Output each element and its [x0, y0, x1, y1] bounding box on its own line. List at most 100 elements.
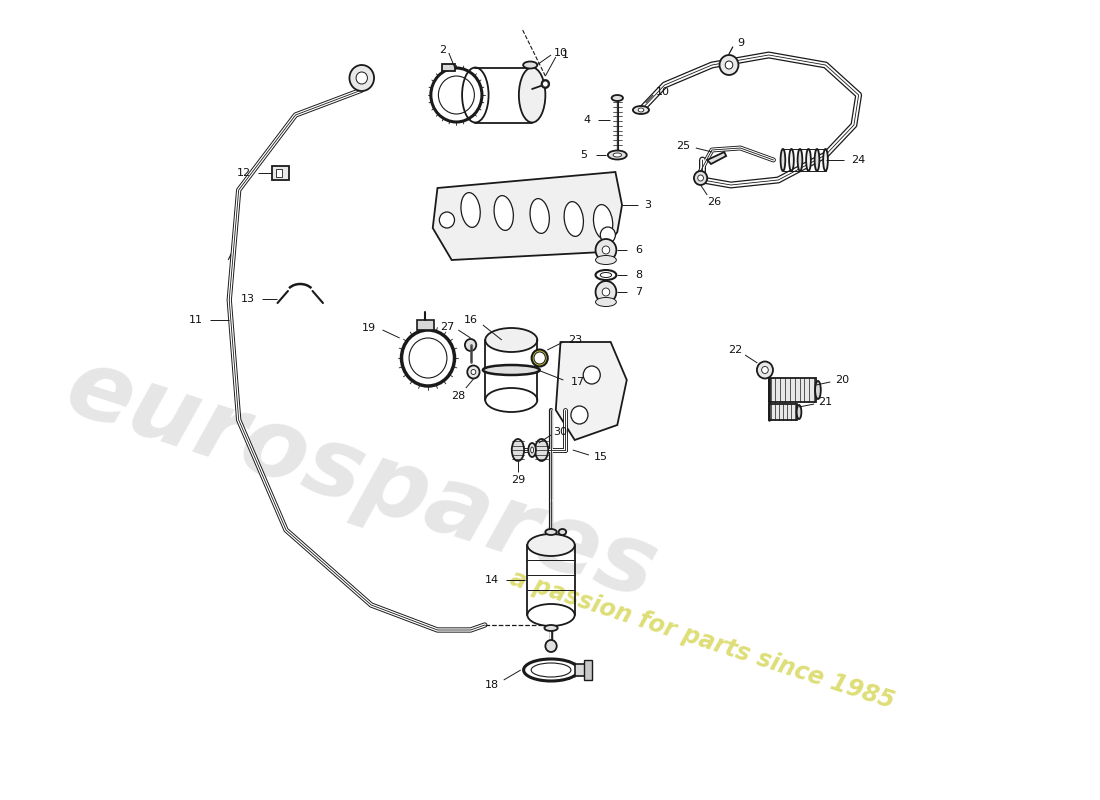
- Circle shape: [719, 55, 738, 75]
- Ellipse shape: [806, 149, 811, 171]
- Circle shape: [542, 81, 548, 87]
- Ellipse shape: [595, 239, 616, 261]
- Circle shape: [546, 640, 557, 652]
- Bar: [584, 660, 592, 680]
- Text: 24: 24: [851, 155, 866, 165]
- Text: 7: 7: [636, 287, 642, 297]
- Ellipse shape: [595, 255, 616, 265]
- Ellipse shape: [595, 298, 616, 306]
- Text: 25: 25: [676, 141, 691, 151]
- Ellipse shape: [483, 365, 540, 375]
- Circle shape: [534, 352, 546, 364]
- Ellipse shape: [798, 149, 802, 171]
- Circle shape: [571, 406, 588, 424]
- Circle shape: [583, 366, 601, 384]
- Ellipse shape: [789, 149, 794, 171]
- Ellipse shape: [524, 62, 537, 69]
- Text: eurospares: eurospares: [55, 341, 669, 619]
- Ellipse shape: [546, 529, 557, 535]
- Ellipse shape: [461, 193, 481, 227]
- Ellipse shape: [544, 625, 558, 631]
- Text: 14: 14: [485, 575, 499, 585]
- Ellipse shape: [612, 95, 623, 101]
- Ellipse shape: [593, 205, 613, 239]
- Ellipse shape: [815, 149, 820, 171]
- Text: 30: 30: [553, 427, 568, 437]
- Ellipse shape: [823, 149, 828, 171]
- Text: 5: 5: [581, 150, 587, 160]
- Text: 21: 21: [818, 397, 833, 407]
- Ellipse shape: [608, 150, 627, 159]
- Text: 1: 1: [562, 50, 569, 60]
- Ellipse shape: [602, 246, 609, 254]
- Text: 16: 16: [463, 315, 477, 325]
- Text: 17: 17: [571, 377, 584, 387]
- Polygon shape: [556, 342, 627, 440]
- Text: 28: 28: [451, 391, 465, 401]
- Circle shape: [694, 171, 707, 185]
- Text: 22: 22: [728, 345, 743, 355]
- Text: 26: 26: [707, 197, 721, 207]
- Ellipse shape: [796, 405, 802, 419]
- Text: 10: 10: [553, 48, 568, 58]
- Circle shape: [725, 61, 733, 69]
- Ellipse shape: [527, 534, 574, 556]
- Bar: [769, 404, 798, 420]
- Ellipse shape: [781, 149, 785, 171]
- Polygon shape: [432, 172, 622, 260]
- Text: 11: 11: [189, 315, 204, 325]
- Text: 15: 15: [594, 452, 608, 462]
- Bar: [769, 378, 816, 402]
- Ellipse shape: [815, 381, 821, 399]
- Text: 29: 29: [510, 475, 525, 485]
- Circle shape: [356, 72, 367, 84]
- Text: 9: 9: [737, 38, 744, 48]
- Text: a passion for parts since 1985: a passion for parts since 1985: [507, 566, 898, 714]
- Ellipse shape: [535, 439, 548, 461]
- Ellipse shape: [471, 370, 476, 374]
- Text: 4: 4: [583, 115, 591, 125]
- Bar: [272, 166, 289, 180]
- Ellipse shape: [761, 366, 768, 374]
- Ellipse shape: [465, 339, 476, 351]
- Ellipse shape: [559, 529, 566, 535]
- Ellipse shape: [530, 447, 533, 453]
- Text: 19: 19: [362, 323, 376, 333]
- Ellipse shape: [541, 80, 549, 88]
- Circle shape: [697, 175, 703, 181]
- Bar: [276, 169, 283, 177]
- Text: 8: 8: [636, 270, 642, 280]
- Ellipse shape: [632, 106, 649, 114]
- Ellipse shape: [638, 108, 644, 112]
- Ellipse shape: [613, 153, 621, 157]
- Ellipse shape: [512, 439, 524, 461]
- Bar: [417, 320, 433, 330]
- Bar: [574, 664, 589, 676]
- Text: 3: 3: [645, 200, 651, 210]
- Ellipse shape: [468, 366, 480, 378]
- Text: 12: 12: [236, 168, 251, 178]
- Circle shape: [601, 227, 615, 243]
- Polygon shape: [707, 152, 726, 164]
- Ellipse shape: [530, 198, 549, 234]
- Ellipse shape: [531, 350, 548, 366]
- Text: 20: 20: [836, 375, 849, 385]
- Ellipse shape: [564, 202, 583, 236]
- Ellipse shape: [602, 288, 609, 296]
- Text: 13: 13: [241, 294, 255, 304]
- Ellipse shape: [494, 196, 514, 230]
- Bar: [442, 64, 454, 71]
- Ellipse shape: [595, 281, 616, 303]
- Text: 27: 27: [440, 322, 454, 332]
- Text: 23: 23: [569, 335, 583, 345]
- Ellipse shape: [528, 443, 536, 457]
- Text: 18: 18: [484, 680, 498, 690]
- Text: 10: 10: [656, 87, 670, 97]
- Ellipse shape: [519, 67, 546, 122]
- Text: 6: 6: [636, 245, 642, 255]
- Circle shape: [350, 65, 374, 91]
- Text: 2: 2: [439, 45, 446, 55]
- Circle shape: [439, 212, 454, 228]
- Ellipse shape: [485, 328, 537, 352]
- Ellipse shape: [757, 362, 773, 378]
